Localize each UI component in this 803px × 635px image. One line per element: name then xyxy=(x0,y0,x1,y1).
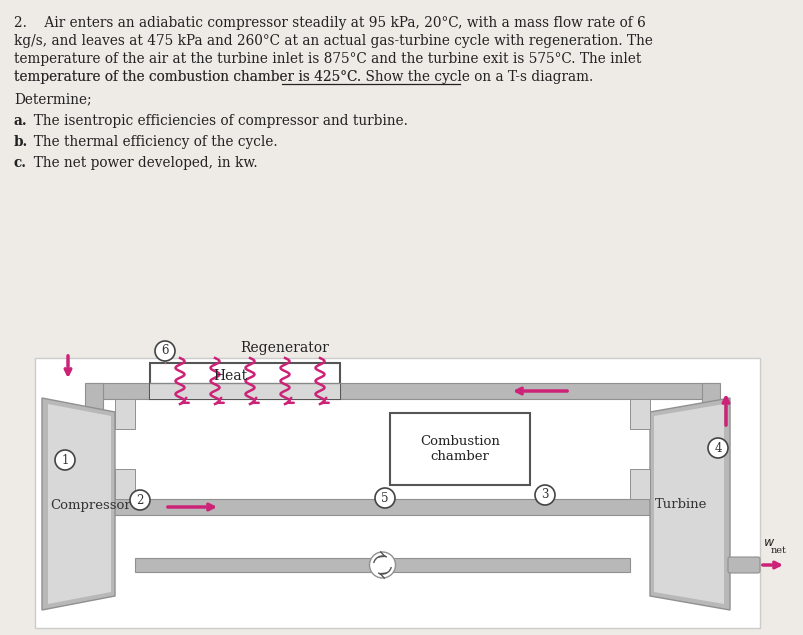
Text: Determine;: Determine; xyxy=(14,92,92,106)
Text: temperature of the combustion chamber is 425°C.: temperature of the combustion chamber is… xyxy=(14,70,365,84)
FancyBboxPatch shape xyxy=(87,383,717,399)
Polygon shape xyxy=(653,404,723,604)
FancyBboxPatch shape xyxy=(87,499,717,515)
Text: temperature of the air at the turbine inlet is 875°C and the turbine exit is 575: temperature of the air at the turbine in… xyxy=(14,52,641,66)
Text: c.: c. xyxy=(14,156,27,170)
Text: temperature of the combustion chamber is 425°C. Show the cycle on a T-s diagram.: temperature of the combustion chamber is… xyxy=(14,70,593,84)
Circle shape xyxy=(707,438,727,458)
Text: 4: 4 xyxy=(713,441,721,455)
Text: Combustion
chamber: Combustion chamber xyxy=(419,435,499,463)
FancyBboxPatch shape xyxy=(630,469,649,499)
Text: temperature of the combustion chamber is 425°C. Show the cycle on a T-s diagram.: temperature of the combustion chamber is… xyxy=(14,70,593,84)
Text: kg/s, and leaves at 475 kPa and 260°C at an actual gas-turbine cycle with regene: kg/s, and leaves at 475 kPa and 260°C at… xyxy=(14,34,652,48)
FancyBboxPatch shape xyxy=(135,558,630,572)
Text: 6: 6 xyxy=(161,345,169,358)
Text: 1: 1 xyxy=(61,453,68,467)
Text: 2: 2 xyxy=(137,493,144,507)
Polygon shape xyxy=(42,398,115,610)
Circle shape xyxy=(130,490,150,510)
Circle shape xyxy=(155,341,175,361)
Text: Compressor: Compressor xyxy=(50,498,131,512)
Text: Regenerator: Regenerator xyxy=(240,341,329,355)
Text: net: net xyxy=(770,546,786,555)
Text: The isentropic efficiencies of compressor and turbine.: The isentropic efficiencies of compresso… xyxy=(25,114,408,128)
Text: 2.    Air enters an adiabatic compressor steadily at 95 kPa, 20°C, with a mass f: 2. Air enters an adiabatic compressor st… xyxy=(14,16,645,30)
Text: $w$: $w$ xyxy=(762,536,774,549)
Text: a.: a. xyxy=(14,114,27,128)
Text: Turbine: Turbine xyxy=(654,498,707,512)
FancyBboxPatch shape xyxy=(727,557,759,573)
FancyBboxPatch shape xyxy=(115,399,135,429)
FancyBboxPatch shape xyxy=(630,399,649,429)
Text: 3: 3 xyxy=(540,488,548,502)
Circle shape xyxy=(369,552,395,578)
FancyBboxPatch shape xyxy=(701,383,719,515)
Text: The thermal efficiency of the cycle.: The thermal efficiency of the cycle. xyxy=(25,135,278,149)
Polygon shape xyxy=(48,404,111,604)
Text: b.: b. xyxy=(14,135,28,149)
FancyBboxPatch shape xyxy=(150,363,340,399)
FancyBboxPatch shape xyxy=(150,383,340,399)
Circle shape xyxy=(55,450,75,470)
Circle shape xyxy=(534,485,554,505)
FancyBboxPatch shape xyxy=(35,358,759,628)
FancyBboxPatch shape xyxy=(85,383,103,515)
FancyBboxPatch shape xyxy=(115,469,135,499)
Text: The net power developed, in kw.: The net power developed, in kw. xyxy=(25,156,258,170)
FancyBboxPatch shape xyxy=(389,413,529,485)
Text: Heat: Heat xyxy=(213,369,247,383)
Circle shape xyxy=(374,488,394,508)
Polygon shape xyxy=(649,398,729,610)
Text: 5: 5 xyxy=(381,491,389,504)
